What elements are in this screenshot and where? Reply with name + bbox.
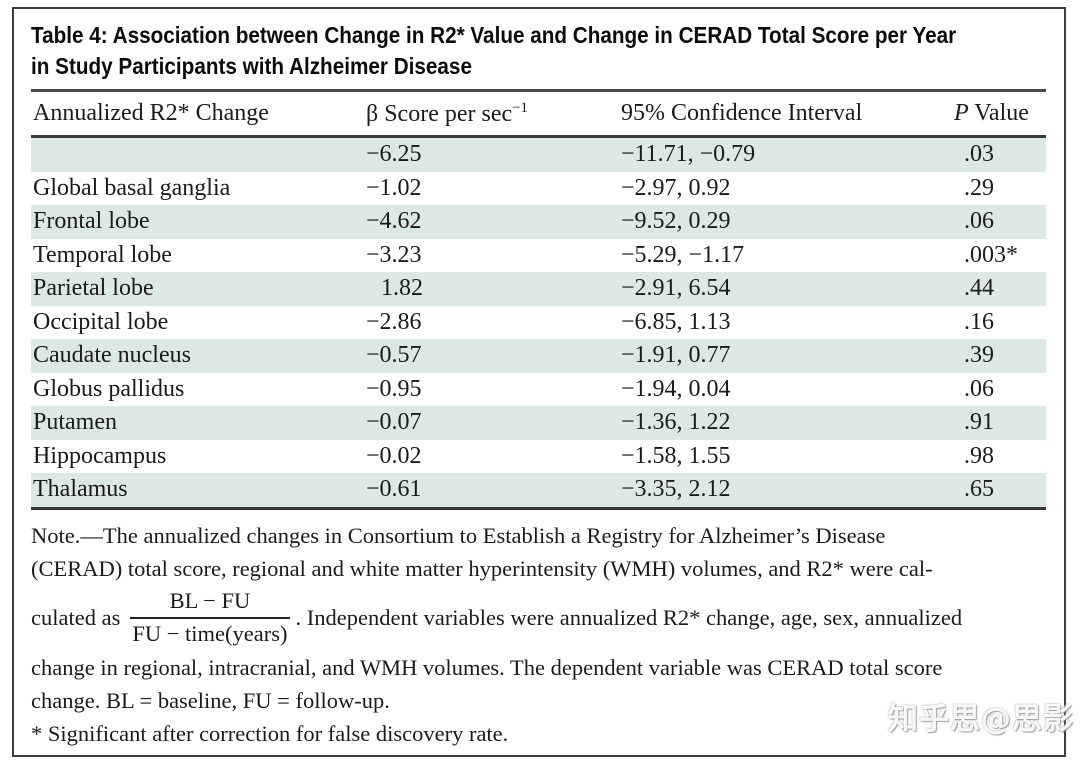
table-row: Frontal lobe −4.62 −9.52, 0.29 .06 — [31, 205, 1046, 239]
row-p-value: .98 — [964, 442, 994, 469]
row-confidence-interval: −6.85, 1.13 — [621, 308, 731, 335]
row-beta-value: −0.57 — [366, 342, 422, 368]
row-confidence-interval: −11.71, −0.79 — [621, 141, 756, 167]
row-beta-value: −1.02 — [366, 174, 422, 201]
column-header-beta-score: β Score per sec−1 — [366, 99, 528, 127]
row-p-value: .03 — [964, 141, 994, 167]
title-divider — [31, 89, 1046, 92]
table-title-line1: Table 4: Association between Change in R… — [31, 22, 957, 48]
table-header-row: Annualized R2* Change β Score per sec−1 … — [31, 92, 1046, 138]
row-confidence-interval: −2.97, 0.92 — [621, 174, 731, 201]
row-p-value: .29 — [964, 174, 994, 201]
row-label: Globus pallidus — [33, 375, 185, 402]
row-beta-value: −0.95 — [366, 375, 422, 402]
row-beta-value: −2.86 — [366, 308, 422, 335]
row-label: Occipital lobe — [33, 308, 169, 335]
table-body: −6.25 −11.71, −0.79 .03 Global basal gan… — [31, 138, 1046, 507]
fraction-numerator: BL − FU — [130, 587, 290, 619]
row-confidence-interval: −1.36, 1.22 — [621, 409, 731, 435]
row-label: Caudate nucleus — [33, 342, 191, 368]
row-beta-value: −0.02 — [366, 442, 422, 469]
note-formula-line: culated as BL − FU FU − time(years) . In… — [31, 585, 1046, 651]
row-label — [31, 138, 366, 172]
row-beta-value: −0.61 — [366, 476, 422, 502]
note-line: Note.—The annualized changes in Consorti… — [31, 522, 886, 548]
row-confidence-interval: −1.94, 0.04 — [621, 375, 731, 402]
formula-suffix: . Independent variables were annualized … — [295, 605, 963, 630]
table-row: −6.25 −11.71, −0.79 .03 — [31, 138, 1046, 172]
row-confidence-interval: −1.91, 0.77 — [621, 342, 731, 368]
row-beta-value: −0.07 — [366, 409, 422, 435]
column-header-annualized-r2-change: Annualized R2* Change — [33, 100, 269, 126]
significance-footnote: * Significant after correction for false… — [31, 720, 509, 746]
table-title-line2: in Study Participants with Alzheimer Dis… — [31, 53, 472, 79]
formula-prefix: culated as — [31, 605, 121, 630]
table-row: Thalamus −0.61 −3.35, 2.12 .65 — [31, 473, 1046, 507]
table-content: Table 4: Association between Change in R… — [14, 9, 1064, 750]
table-frame: Table 4: Association between Change in R… — [12, 7, 1066, 757]
row-label: Frontal lobe — [33, 208, 150, 234]
table-row: Occipital lobe −2.86 −6.85, 1.13 .16 — [31, 306, 1046, 340]
row-p-value: .91 — [964, 409, 994, 435]
column-header-p-value: P Value — [954, 100, 1029, 126]
table-title: Table 4: Association between Change in R… — [31, 20, 957, 82]
table-row: Temporal lobe −3.23 −5.29, −1.17 .003* — [31, 239, 1046, 273]
row-label: Thalamus — [33, 476, 128, 502]
row-beta-value: −3.23 — [366, 241, 422, 268]
note-section: Note.—The annualized changes in Consorti… — [31, 519, 1046, 750]
row-beta-value: −6.25 — [366, 141, 422, 167]
row-p-value: .44 — [964, 275, 994, 301]
row-beta-value: −4.62 — [366, 208, 422, 234]
row-label: Hippocampus — [33, 442, 167, 469]
fraction: BL − FU FU − time(years) — [130, 587, 290, 647]
row-p-value: .06 — [964, 208, 994, 234]
row-confidence-interval: −5.29, −1.17 — [621, 241, 745, 268]
row-label: Global basal ganglia — [33, 174, 231, 201]
row-p-value: .003* — [964, 241, 1018, 268]
row-confidence-interval: −1.58, 1.55 — [621, 442, 731, 469]
note-line: change in regional, intracranial, and WM… — [31, 654, 943, 680]
row-p-value: .39 — [964, 342, 994, 368]
note-line: change. BL = baseline, FU = follow-up. — [31, 687, 390, 713]
table-row: Caudate nucleus −0.57 −1.91, 0.77 .39 — [31, 339, 1046, 373]
row-p-value: .06 — [964, 375, 994, 402]
table-row: Putamen −0.07 −1.36, 1.22 .91 — [31, 406, 1046, 440]
superscript-minus-one: −1 — [512, 99, 528, 116]
table-row: Global basal ganglia −1.02 −2.97, 0.92 .… — [31, 172, 1046, 206]
row-beta-value: 1.82 — [381, 275, 423, 301]
table-bottom-divider — [31, 506, 1046, 510]
fraction-denominator: FU − time(years) — [132, 620, 288, 646]
note-line: (CERAD) total score, regional and white … — [31, 555, 933, 581]
row-label: Putamen — [33, 409, 117, 435]
row-confidence-interval: −3.35, 2.12 — [621, 476, 731, 502]
table-row: Hippocampus −0.02 −1.58, 1.55 .98 — [31, 440, 1046, 474]
column-header-confidence-interval: 95% Confidence Interval — [621, 100, 863, 126]
table-row: Parietal lobe 1.82 −2.91, 6.54 .44 — [31, 272, 1046, 306]
row-confidence-interval: −9.52, 0.29 — [621, 208, 731, 234]
row-p-value: .16 — [964, 308, 994, 335]
row-p-value: .65 — [964, 476, 994, 502]
table-row: Globus pallidus −0.95 −1.94, 0.04 .06 — [31, 373, 1046, 407]
row-confidence-interval: −2.91, 6.54 — [621, 275, 731, 301]
row-label: Temporal lobe — [33, 241, 172, 268]
row-label: Parietal lobe — [33, 275, 154, 301]
